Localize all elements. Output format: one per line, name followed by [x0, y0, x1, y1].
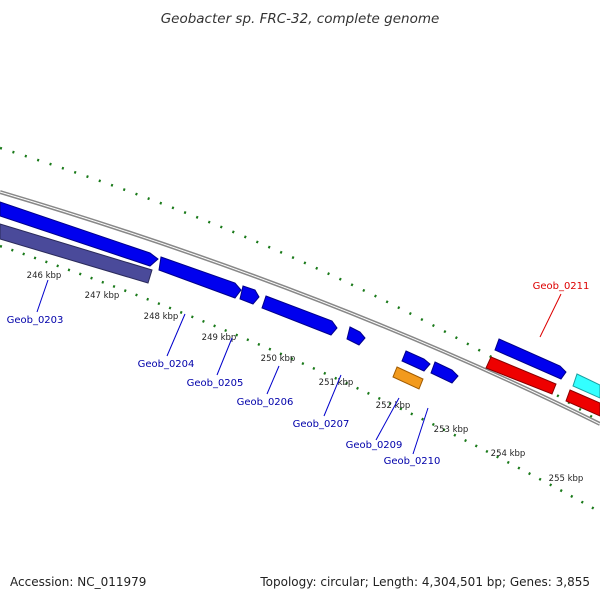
accession-text: Accession: NC_011979	[10, 575, 146, 589]
tick-label: 252 kbp	[376, 401, 411, 411]
gene-feature-orange[interactable]	[392, 366, 424, 390]
gene-feature-cyan[interactable]	[572, 373, 600, 399]
leader-line-geob-0209	[375, 397, 400, 441]
gene-feature-reverse-dark[interactable]	[0, 223, 153, 284]
tick-label: 255 kbp	[549, 474, 584, 484]
gene-feature-geob-0206[interactable]	[261, 295, 338, 336]
gene-feature-geob-0205[interactable]	[239, 285, 260, 305]
gene-feature-red-2[interactable]	[565, 389, 600, 417]
leader-line-geob-0203	[36, 279, 49, 313]
gene-label-geob-0204[interactable]: Geob_0204	[138, 359, 195, 370]
topology-text: Topology: circular; Length: 4,304,501 bp…	[259, 575, 590, 589]
gene-feature-geob-0207[interactable]	[346, 326, 366, 346]
gene-label-geob-0211[interactable]: Geob_0211	[533, 281, 590, 292]
gene-label-geob-0203[interactable]: Geob_0203	[7, 315, 64, 326]
leader-line-geob-0210	[412, 407, 429, 455]
gene-feature-geob-0209[interactable]	[401, 350, 431, 372]
leader-line-geob-0211	[539, 293, 562, 338]
tick-label: 246 kbp	[27, 271, 62, 281]
gene-feature-geob-0210[interactable]	[430, 361, 459, 384]
tick-label: 249 kbp	[202, 333, 237, 343]
leader-line-geob-0206	[266, 365, 280, 395]
gene-feature-geob-0203[interactable]	[0, 201, 159, 267]
leader-line-geob-0207	[323, 374, 342, 417]
backbone-inner	[0, 191, 600, 425]
gene-feature-red-1[interactable]	[485, 356, 557, 395]
tick-label: 248 kbp	[144, 312, 179, 322]
leader-line-geob-0205	[216, 337, 233, 376]
map-title: Geobacter sp. FRC-32, complete genome	[161, 11, 440, 27]
gene-feature-geob-0204[interactable]	[158, 256, 242, 299]
gene-label-geob-0205[interactable]: Geob_0205	[187, 378, 244, 389]
tick-label: 251 kbp	[319, 378, 354, 388]
leader-line-geob-0204	[166, 313, 186, 357]
gene-feature-geob-0211[interactable]	[494, 338, 567, 380]
gene-label-geob-0210[interactable]: Geob_0210	[384, 456, 441, 467]
tick-label: 254 kbp	[491, 449, 526, 459]
tick-label: 250 kbp	[261, 354, 296, 364]
leader-lines	[36, 279, 429, 455]
gene-label-geob-0207[interactable]: Geob_0207	[293, 419, 350, 430]
gene-label-geob-0209[interactable]: Geob_0209	[346, 440, 403, 451]
gene-label-geob-0206[interactable]: Geob_0206	[237, 397, 294, 408]
tick-label: 247 kbp	[85, 291, 120, 301]
tick-label: 253 kbp	[434, 425, 469, 435]
